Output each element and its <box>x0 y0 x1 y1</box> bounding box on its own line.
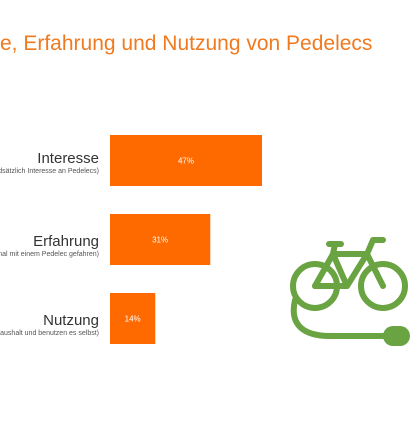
bar-value-label: 47% <box>178 157 194 166</box>
category-label: Nutzung <box>43 312 99 329</box>
row-label-erfahrung: Erfahrung mal mit einem Pedelec gefahren… <box>0 233 99 259</box>
category-sublabel: Haushalt und benutzen es selbst) <box>0 330 99 337</box>
category-sublabel: dsätzlich Interesse an Pedelecs) <box>0 168 99 175</box>
bar-interesse <box>110 135 262 186</box>
row-label-nutzung: Nutzung Haushalt und benutzen es selbst) <box>0 312 99 338</box>
bar-erfahrung <box>110 214 211 265</box>
category-label: Erfahrung <box>33 233 99 250</box>
page-title: e, Erfahrung und Nutzung von Pedelecs <box>0 32 373 55</box>
row-label-interesse: Interesse dsätzlich Interesse an Pedelec… <box>0 150 99 176</box>
category-sublabel: mal mit einem Pedelec gefahren) <box>0 251 99 258</box>
bar-value-label: 14% <box>125 315 141 324</box>
e-bike-icon <box>290 237 410 346</box>
category-label: Interesse <box>37 150 99 167</box>
bar-nutzung <box>110 293 156 344</box>
bar-value-label: 31% <box>152 236 168 245</box>
